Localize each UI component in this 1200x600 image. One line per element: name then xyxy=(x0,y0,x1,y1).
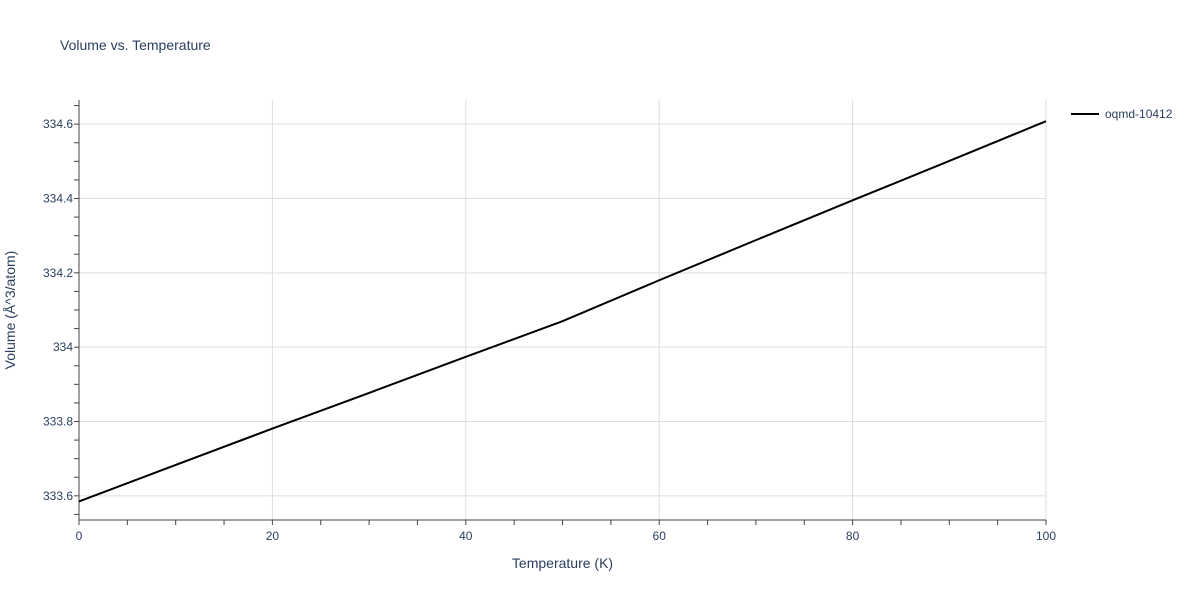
legend-label[interactable]: oqmd-10412 xyxy=(1105,107,1173,121)
y-tick-label: 334 xyxy=(53,340,73,354)
series-layer xyxy=(78,120,1047,503)
y-gridlines xyxy=(79,123,1046,497)
x-tick-label: 0 xyxy=(76,529,83,543)
x-tick-labels: 0 20 40 60 80 100 xyxy=(76,529,1057,543)
y-tick-label: 334.4 xyxy=(43,191,73,205)
chart-title: Volume vs. Temperature xyxy=(60,37,211,53)
y-tick-label: 334.2 xyxy=(43,266,73,280)
legend[interactable]: oqmd-10412 xyxy=(1071,107,1173,121)
y-tick-labels: 333.6 333.8 334 334.2 334.4 334.6 xyxy=(43,117,73,503)
x-tick-label: 20 xyxy=(266,529,280,543)
y-tick-label: 333.8 xyxy=(43,415,73,429)
series-line-oqmd-10412[interactable] xyxy=(78,120,1047,503)
y-tick-label: 333.6 xyxy=(43,489,73,503)
x-gridlines xyxy=(271,100,1047,520)
x-axis-title: Temperature (K) xyxy=(512,555,613,571)
x-tick-label: 40 xyxy=(459,529,473,543)
x-tick-label: 60 xyxy=(653,529,667,543)
y-axis-title: Volume (Å^3/atom) xyxy=(2,251,18,370)
minor-ticks xyxy=(74,105,1047,525)
y-tick-label: 334.6 xyxy=(43,117,73,131)
x-tick-label: 100 xyxy=(1036,529,1056,543)
x-tick-label: 80 xyxy=(846,529,860,543)
